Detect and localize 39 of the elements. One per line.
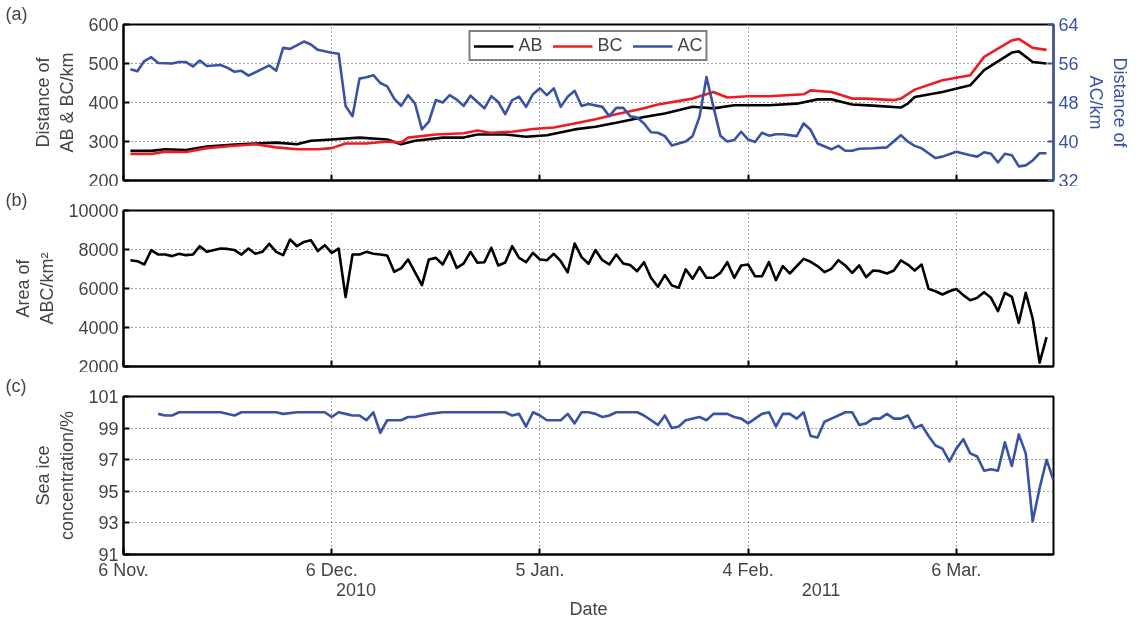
- y2-axis-title: Distance of AC/km: [1085, 57, 1130, 149]
- y2-tick-label: 64: [1058, 15, 1079, 35]
- y-axis-title: Sea ice concentration/%: [33, 410, 78, 541]
- text: (c): [5, 375, 27, 396]
- y-tick-label: 10000: [68, 201, 119, 221]
- y2-tick-label: 48: [1058, 93, 1079, 113]
- y-tick-label: 200: [88, 170, 119, 191]
- text: 2011: [801, 579, 841, 600]
- y-tick-label: 101: [88, 387, 119, 407]
- x-tick-label: 4 Feb.: [722, 559, 774, 580]
- text: (b): [5, 189, 28, 210]
- y-tick-label: 8000: [78, 240, 119, 260]
- y-tick-label: 95: [98, 481, 119, 502]
- y2-tick-label: 32: [1058, 170, 1079, 191]
- line-series: [129, 238, 1048, 364]
- legend-label: AC: [677, 35, 703, 56]
- y-tick-label: 99: [98, 418, 119, 439]
- y-axis-title: Distance of AB & BC/km: [33, 52, 78, 153]
- y2-tick-label: 56: [1058, 54, 1079, 74]
- y-tick-label: 600: [88, 15, 119, 35]
- x-tick-label: 6 Dec.: [305, 559, 358, 580]
- x-tick-label: 6 Mar.: [931, 559, 982, 580]
- y-tick-label: 93: [98, 513, 119, 534]
- y-tick-label: 300: [88, 132, 119, 152]
- y-tick-label: 500: [88, 54, 119, 74]
- text: (a): [5, 3, 28, 24]
- x-axis-title: Date: [569, 598, 608, 619]
- y2-tick-label: 40: [1058, 132, 1079, 152]
- y-tick-label: 4000: [78, 318, 119, 338]
- y-tick-label: 6000: [78, 279, 119, 299]
- legend-label: BC: [597, 35, 623, 56]
- x-tick-label: 5 Jan.: [515, 559, 565, 580]
- y-tick-label: 400: [88, 93, 119, 113]
- y-tick-label: 2000: [78, 356, 119, 377]
- line-series: [156, 411, 1054, 523]
- legend-label: AB: [518, 35, 543, 56]
- y-tick-label: 97: [98, 450, 119, 471]
- text: 2010: [335, 579, 377, 600]
- y-axis-title: Area of ABC/km²: [13, 252, 58, 325]
